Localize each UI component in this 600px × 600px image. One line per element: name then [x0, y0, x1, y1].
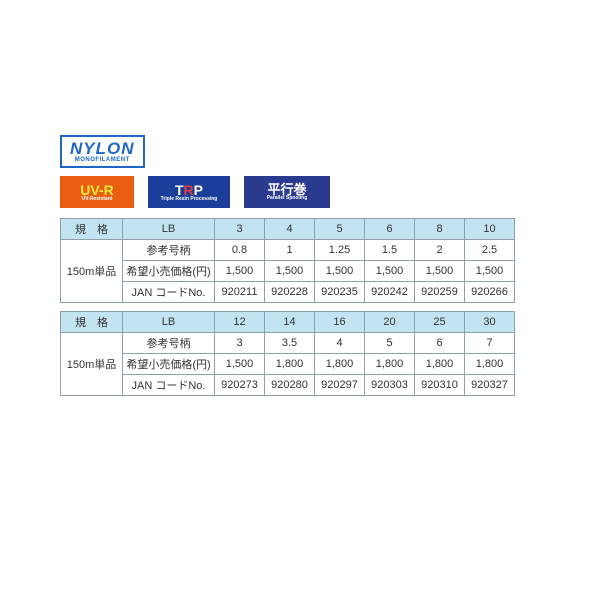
lb-0: 12: [215, 312, 265, 333]
jan-1: 920280: [265, 375, 315, 396]
lb-label: LB: [123, 312, 215, 333]
jan-4: 920259: [415, 282, 465, 303]
jan-5: 920266: [465, 282, 515, 303]
nylon-badge-sub: MONOFILAMENT: [75, 157, 130, 163]
spec-header: 規 格: [61, 219, 123, 240]
lb-label: LB: [123, 219, 215, 240]
table-row: 希望小売価格(円) 1,500 1,800 1,800 1,800 1,800 …: [61, 354, 515, 375]
price-1: 1,500: [265, 261, 315, 282]
gou-0: 3: [215, 333, 265, 354]
parallel-badge-sub: Parallel Spooling: [267, 196, 308, 201]
spec-table-1: 規 格 LB 3 4 5 6 8 10 150m単品 参考号柄 0.8 1 1.…: [60, 218, 515, 303]
price-2: 1,500: [315, 261, 365, 282]
jan-2: 920235: [315, 282, 365, 303]
product-spec-content: NYLON MONOFILAMENT UV-R UV-Resistant TRP…: [0, 0, 600, 396]
price-label: 希望小売価格(円): [123, 261, 215, 282]
table-row: 150m単品 参考号柄 3 3.5 4 5 6 7: [61, 333, 515, 354]
lb-4: 25: [415, 312, 465, 333]
trp-badge-sub: Triple Resin Processing: [161, 197, 218, 202]
table-row: 150m単品 参考号柄 0.8 1 1.25 1.5 2 2.5: [61, 240, 515, 261]
jan-label: JAN コードNo.: [123, 375, 215, 396]
price-4: 1,800: [415, 354, 465, 375]
price-3: 1,500: [365, 261, 415, 282]
gou-1: 1: [265, 240, 315, 261]
uvr-badge-main: UV-R: [80, 183, 113, 197]
trp-badge: TRP Triple Resin Processing: [148, 176, 230, 208]
table-row: 規 格 LB 3 4 5 6 8 10: [61, 219, 515, 240]
jan-5: 920327: [465, 375, 515, 396]
price-label: 希望小売価格(円): [123, 354, 215, 375]
price-1: 1,800: [265, 354, 315, 375]
price-0: 1,500: [215, 261, 265, 282]
gou-1: 3.5: [265, 333, 315, 354]
table-row: 希望小売価格(円) 1,500 1,500 1,500 1,500 1,500 …: [61, 261, 515, 282]
lb-5: 30: [465, 312, 515, 333]
gou-4: 6: [415, 333, 465, 354]
price-0: 1,500: [215, 354, 265, 375]
jan-4: 920310: [415, 375, 465, 396]
parallel-badge: 平行巻 Parallel Spooling: [244, 176, 330, 208]
price-4: 1,500: [415, 261, 465, 282]
price-2: 1,800: [315, 354, 365, 375]
lb-2: 5: [315, 219, 365, 240]
lb-0: 3: [215, 219, 265, 240]
price-3: 1,800: [365, 354, 415, 375]
gou-0: 0.8: [215, 240, 265, 261]
table-row: 規 格 LB 12 14 16 20 25 30: [61, 312, 515, 333]
jan-2: 920297: [315, 375, 365, 396]
trp-badge-main: TRP: [175, 183, 203, 197]
nylon-badge: NYLON MONOFILAMENT: [60, 135, 145, 168]
gou-3: 1.5: [365, 240, 415, 261]
jan-1: 920228: [265, 282, 315, 303]
material-badges-row: NYLON MONOFILAMENT: [60, 135, 540, 168]
gou-label: 参考号柄: [123, 240, 215, 261]
lb-3: 20: [365, 312, 415, 333]
table-row: JAN コードNo. 920211 920228 920235 920242 9…: [61, 282, 515, 303]
lb-1: 14: [265, 312, 315, 333]
lb-3: 6: [365, 219, 415, 240]
price-5: 1,500: [465, 261, 515, 282]
uvr-badge-sub: UV-Resistant: [82, 197, 113, 202]
uvr-badge: UV-R UV-Resistant: [60, 176, 134, 208]
gou-4: 2: [415, 240, 465, 261]
nylon-badge-main: NYLON: [70, 140, 135, 157]
gou-5: 2.5: [465, 240, 515, 261]
spec-table-2: 規 格 LB 12 14 16 20 25 30 150m単品 参考号柄 3 3…: [60, 311, 515, 396]
jan-0: 920273: [215, 375, 265, 396]
lb-5: 10: [465, 219, 515, 240]
row-group: 150m単品: [61, 240, 123, 303]
gou-5: 7: [465, 333, 515, 354]
gou-2: 1.25: [315, 240, 365, 261]
price-5: 1,800: [465, 354, 515, 375]
table-row: JAN コードNo. 920273 920280 920297 920303 9…: [61, 375, 515, 396]
lb-4: 8: [415, 219, 465, 240]
gou-2: 4: [315, 333, 365, 354]
jan-3: 920303: [365, 375, 415, 396]
row-group: 150m単品: [61, 333, 123, 396]
gou-3: 5: [365, 333, 415, 354]
jan-label: JAN コードNo.: [123, 282, 215, 303]
lb-2: 16: [315, 312, 365, 333]
jan-0: 920211: [215, 282, 265, 303]
lb-1: 4: [265, 219, 315, 240]
gou-label: 参考号柄: [123, 333, 215, 354]
spec-header: 規 格: [61, 312, 123, 333]
jan-3: 920242: [365, 282, 415, 303]
feature-badges-row: UV-R UV-Resistant TRP Triple Resin Proce…: [60, 176, 540, 208]
